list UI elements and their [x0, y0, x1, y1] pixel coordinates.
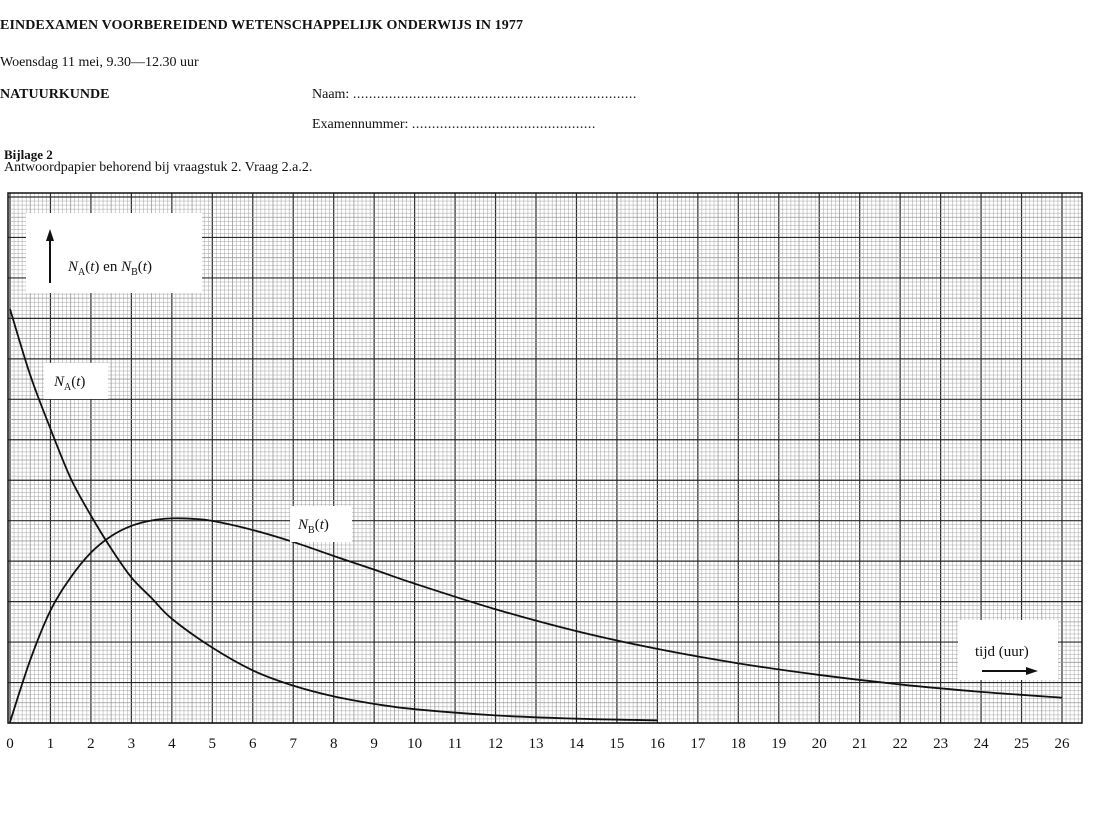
- answer-sheet-note: Antwoordpapier behorend bij vraagstuk 2.…: [4, 160, 313, 175]
- subject-title: NATUURKUNDE: [0, 87, 110, 102]
- exam-number-dots[interactable]: ........................................…: [411, 117, 596, 132]
- x-tick-label: 15: [609, 736, 624, 752]
- x-tick-label: 21: [852, 736, 867, 752]
- x-tick-label: 4: [168, 736, 176, 752]
- x-tick-label: 23: [933, 736, 948, 752]
- x-tick-label: 9: [370, 736, 378, 752]
- exam-title: EINDEXAMEN VOORBEREIDEND WETENSCHAPPELIJ…: [0, 18, 524, 33]
- x-tick-label: 24: [974, 736, 990, 752]
- x-tick-label: 11: [448, 736, 462, 752]
- exam-date: Woensdag 11 mei, 9.30—12.30 uur: [0, 55, 199, 70]
- curve-nb: [9, 517, 1063, 723]
- x-tick-label: 14: [569, 736, 585, 752]
- curve-na: [9, 308, 658, 722]
- exam-number-label: Examennummer:: [312, 117, 409, 132]
- x-tick-label: 5: [209, 736, 217, 752]
- x-tick-label: 25: [1014, 736, 1029, 752]
- x-tick-label: 13: [529, 736, 544, 752]
- appendix-label: Bijlage 2: [4, 147, 53, 162]
- series-label-nb-text: NB(t): [297, 517, 329, 536]
- x-tick-label: 20: [812, 736, 827, 752]
- chart-svg: NA(t) en NB(t) NA(t) NB(t) tijd (u: [6, 192, 1083, 752]
- x-axis-label-box: tijd (uur): [958, 620, 1058, 680]
- graph-paper-chart: NA(t) en NB(t) NA(t) NB(t) tijd (u: [0, 185, 1100, 765]
- x-tick-label: 18: [731, 736, 746, 752]
- series-label-na: NA(t): [44, 363, 108, 399]
- x-tick-label: 22: [893, 736, 908, 752]
- x-tick-label: 26: [1055, 736, 1071, 752]
- plot-border: [7, 192, 1083, 724]
- x-tick-label: 2: [87, 736, 95, 752]
- x-tick-label: 12: [488, 736, 503, 752]
- x-tick-label: 10: [407, 736, 422, 752]
- exam-number-field: Examennummer: ..........................…: [312, 117, 596, 133]
- x-axis-label: tijd (uur): [975, 644, 1029, 660]
- x-tick-label: 19: [771, 736, 786, 752]
- name-dots[interactable]: ........................................…: [352, 87, 637, 102]
- series-label-nb: NB(t): [290, 506, 352, 542]
- x-tick-labels: 0 1 2 3 4 5 6 7 8 9 10 11 12 13 14 15 16 17 18 19 20 21 22 23 24…: [6, 736, 1070, 752]
- labels: NA(t) en NB(t) NA(t) NB(t) tijd (u: [26, 213, 1058, 680]
- name-label: Naam:: [312, 87, 350, 102]
- series-label-na-text: NA(t): [53, 374, 85, 393]
- x-tick-label: 8: [330, 736, 338, 752]
- x-tick-label: 16: [650, 736, 666, 752]
- x-tick-label: 17: [690, 736, 706, 752]
- x-tick-label: 0: [6, 736, 14, 752]
- y-axis-label-box: NA(t) en NB(t): [26, 213, 202, 293]
- y-axis-label: NA(t) en NB(t): [67, 259, 152, 278]
- y-axis-arrowhead-icon: [46, 229, 54, 241]
- x-tick-label: 6: [249, 736, 257, 752]
- x-tick-label: 1: [47, 736, 55, 752]
- x-tick-label: 7: [289, 736, 297, 752]
- curves: [9, 308, 1063, 723]
- grid: [7, 192, 1083, 724]
- x-tick-label: 3: [128, 736, 136, 752]
- name-field: Naam: ..................................…: [312, 87, 637, 103]
- x-axis-arrowhead-icon: [1026, 667, 1038, 675]
